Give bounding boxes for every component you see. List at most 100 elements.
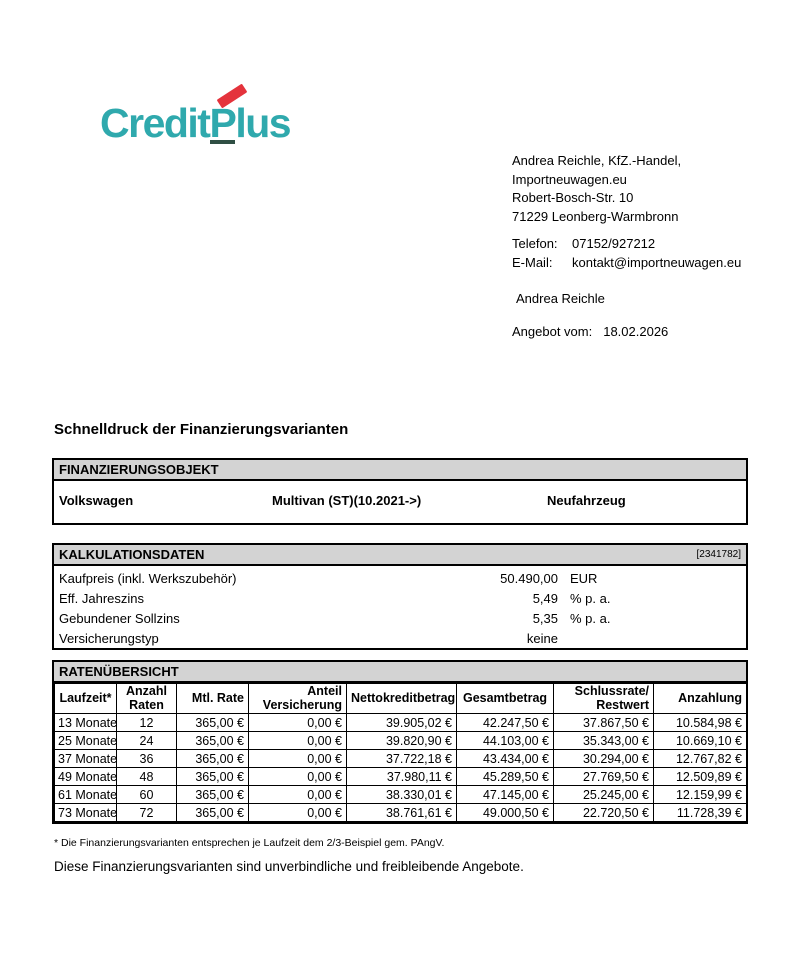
kalk-value: keine (526, 631, 558, 646)
kalk-row: Eff. Jahreszins 5,49 % p. a. (54, 589, 746, 609)
table-row: 61 Monate 60 365,00 € 0,00 € 38.330,01 €… (54, 785, 747, 804)
table-row: 49 Monate 48 365,00 € 0,00 € 37.980,11 €… (54, 767, 747, 786)
table-cell: 72 (116, 803, 177, 822)
table-cell: 12.159,99 € (653, 785, 747, 804)
logo-p-block: P (209, 83, 248, 147)
address-line: Robert-Bosch-Str. 10 (512, 190, 634, 205)
table-cell: 0,00 € (248, 803, 347, 822)
table-cell: 39.820,90 € (346, 731, 457, 750)
ratenuebersicht-section: RATENÜBERSICHT Laufzeit* Anzahl Raten Mtl… (52, 660, 748, 824)
table-cell: 12.767,82 € (653, 749, 747, 768)
table-cell: 10.584,98 € (653, 713, 747, 732)
table-cell: 27.769,50 € (553, 767, 654, 786)
vehicle-make: Volkswagen (59, 493, 134, 508)
kalk-unit: % p. a. (570, 611, 611, 626)
table-cell: 38.761,61 € (346, 803, 457, 822)
section-header-label: KALKULATIONSDATEN (59, 547, 205, 562)
col-header-laufzeit: Laufzeit* (54, 683, 117, 714)
table-cell: 365,00 € (176, 803, 249, 822)
contact-name: Andrea Reichle (516, 291, 605, 306)
kalk-row: Versicherungstyp keine (54, 629, 746, 649)
phone-value: 07152/927212 (572, 236, 656, 251)
kalk-label: Eff. Jahreszins (59, 591, 145, 606)
table-cell: 47.145,00 € (456, 785, 554, 804)
kalk-unit: EUR (570, 571, 598, 586)
col-header-nettokreditbetrag: Nettokreditbetrag (346, 683, 457, 714)
section-header-label: FINANZIERUNGSOBJEKT (59, 462, 219, 477)
table-cell: 0,00 € (248, 785, 347, 804)
finanzierungsobjekt-section: FINANZIERUNGSOBJEKT Volkswagen Multivan … (52, 458, 748, 525)
table-cell: 37 Monate (54, 749, 117, 768)
table-cell: 42.247,50 € (456, 713, 554, 732)
table-row: 13 Monate 12 365,00 € 0,00 € 39.905,02 €… (54, 713, 747, 732)
logo-text-lus: lus (235, 100, 291, 146)
phone-row: Telefon: 07152/927212 (512, 234, 741, 253)
disclaimer-text: Diese Finanzierungsvarianten sind unverb… (54, 859, 524, 874)
table-cell: 365,00 € (176, 749, 249, 768)
finanzierungsobjekt-header: FINANZIERUNGSOBJEKT (54, 460, 746, 481)
col-header-mtl-rate: Mtl. Rate (176, 683, 249, 714)
table-row: 73 Monate 72 365,00 € 0,00 € 38.761,61 €… (54, 803, 747, 822)
table-cell: 0,00 € (248, 731, 347, 750)
table-cell: 0,00 € (248, 713, 347, 732)
table-cell: 37.867,50 € (553, 713, 654, 732)
table-cell: 0,00 € (248, 767, 347, 786)
table-row: 25 Monate 24 365,00 € 0,00 € 39.820,90 €… (54, 731, 747, 750)
table-cell: 11.728,39 € (653, 803, 747, 822)
table-cell: 25 Monate (54, 731, 117, 750)
logo-underline (210, 140, 236, 144)
kalk-value: 5,49 (532, 591, 558, 606)
kalk-unit: % p. a. (570, 591, 611, 606)
address-line: Andrea Reichle, KfZ.-Handel, (512, 153, 682, 168)
col-header-schlussrate-restwert: Schlussrate/Restwert (553, 683, 654, 714)
table-cell: 60 (116, 785, 177, 804)
table-header-row: Laufzeit* Anzahl Raten Mtl. Rate Anteil Ve… (54, 683, 747, 714)
kalkulationsdaten-section: KALKULATIONSDATEN [2341782] Kaufpreis (i… (52, 543, 748, 650)
address-line: 71229 Leonberg-Warmbronn (512, 208, 679, 224)
table-cell: 12 (116, 713, 177, 732)
vehicle-condition: Neufahrzeug (547, 493, 626, 508)
offer-date-label: Angebot vom: (512, 324, 593, 339)
col-header-anzahl-raten: Anzahl Raten (116, 683, 177, 714)
table-cell: 0,00 € (248, 749, 347, 768)
table-cell: 37.980,11 € (346, 767, 457, 786)
table-cell: 25.245,00 € (553, 785, 654, 804)
table-cell: 44.103,00 € (456, 731, 554, 750)
kalk-label: Gebundener Sollzins (59, 611, 180, 626)
table-cell: 45.289,50 € (456, 767, 554, 786)
reference-number: [2341782] (696, 549, 742, 560)
offer-date-value: 18.02.2026 (603, 324, 669, 339)
contact-rows: Telefon: 07152/927212 E-Mail: kontakt@im… (512, 234, 741, 272)
col-header-anteil-versicherung: Anteil Versicherung (248, 683, 347, 714)
kalk-row: Gebundener Sollzins 5,35 % p. a. (54, 609, 746, 629)
address-line: Importneuwagen.eu (512, 171, 627, 187)
asterisk-footnote: * Die Finanzierungsvarianten entsprechen… (54, 837, 445, 849)
offer-date-row: Angebot vom: 18.02.2026 (512, 322, 741, 341)
vehicle-model: Multivan (ST)(10.2021->) (272, 493, 422, 508)
kalk-unit (558, 629, 746, 649)
table-row: 37 Monate 36 365,00 € 0,00 € 37.722,18 €… (54, 749, 747, 768)
table-cell: 38.330,01 € (346, 785, 457, 804)
table-cell: 35.343,00 € (553, 731, 654, 750)
table-cell: 365,00 € (176, 731, 249, 750)
kalk-label: Versicherungstyp (59, 631, 159, 646)
email-label: E-Mail: (512, 255, 553, 270)
table-cell: 365,00 € (176, 713, 249, 732)
section-header-label: RATENÜBERSICHT (59, 664, 179, 679)
col-header-anzahlung: Anzahlung (653, 683, 747, 714)
phone-label: Telefon: (512, 236, 558, 251)
table-cell: 49 Monate (54, 767, 117, 786)
table-cell: 48 (116, 767, 177, 786)
table-cell: 13 Monate (54, 713, 117, 732)
table-cell: 37.722,18 € (346, 749, 457, 768)
table-cell: 61 Monate (54, 785, 117, 804)
table-cell: 43.434,00 € (456, 749, 554, 768)
table-cell: 365,00 € (176, 767, 249, 786)
table-cell: 10.669,10 € (653, 731, 747, 750)
table-cell: 12.509,89 € (653, 767, 747, 786)
vehicle-row: Volkswagen Multivan (ST)(10.2021->) Neuf… (54, 481, 746, 508)
raten-table: Laufzeit* Anzahl Raten Mtl. Rate Anteil Ve… (54, 683, 747, 822)
kalk-value: 5,35 (532, 611, 558, 626)
